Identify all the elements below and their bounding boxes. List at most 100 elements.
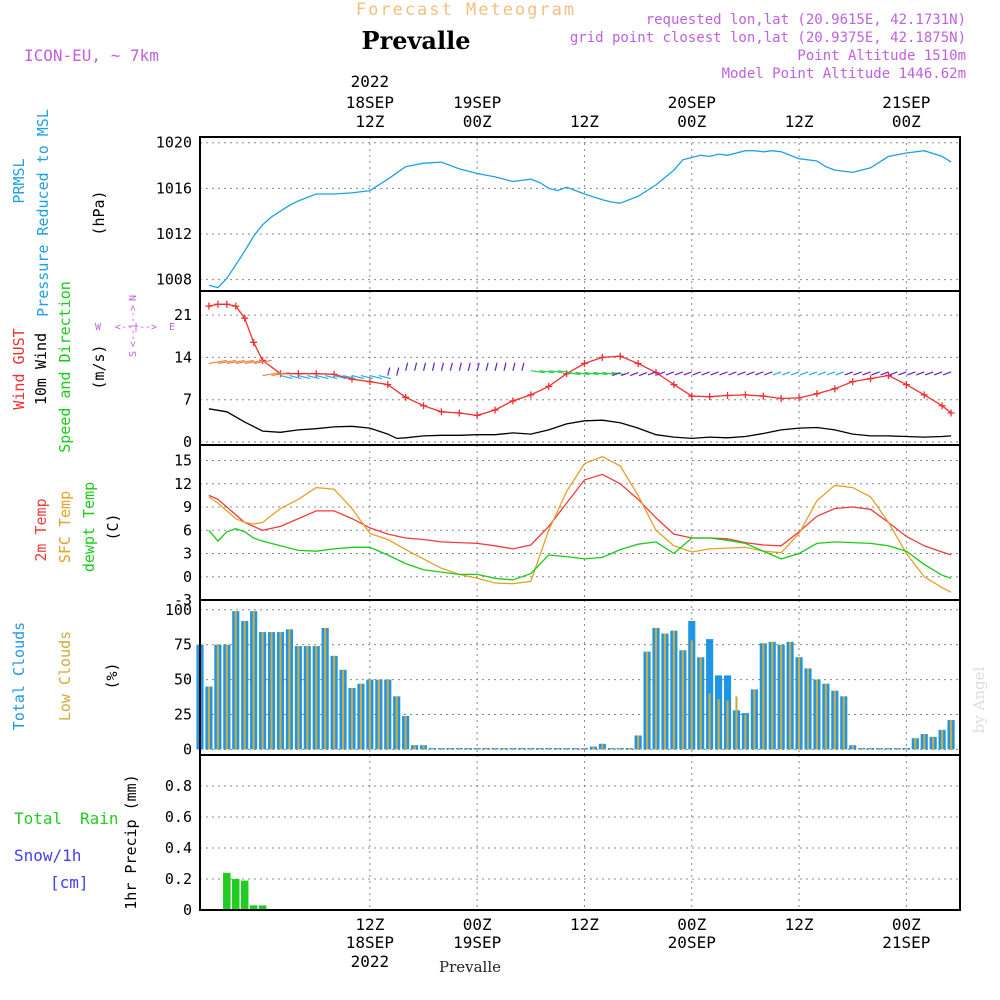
low-cloud-bar: [315, 646, 318, 750]
precip-bar: [258, 905, 267, 910]
bottom-time-label: 12Z: [570, 915, 599, 934]
low-cloud-bar: [324, 627, 327, 750]
precip-panel-frame: [199, 754, 961, 911]
pressure-tick-label: 1020: [156, 134, 192, 152]
top-time-label: 12Z: [355, 112, 384, 131]
low-cloud-bar: [511, 748, 515, 750]
wind-arrow: [244, 359, 263, 365]
low-cloud-bar: [842, 696, 845, 750]
temp-tick-label: 15: [174, 452, 192, 470]
gust-marker: [250, 338, 258, 346]
clouds-tick-label: 25: [174, 706, 192, 724]
wind-arrow: [772, 371, 782, 376]
low-cloud-bar: [288, 629, 291, 750]
dewpt-line: [208, 528, 952, 581]
gust-marker: [527, 391, 535, 399]
wind-arrow: [692, 371, 701, 376]
low-cloud-bar: [610, 748, 613, 750]
low-cloud-bar: [216, 644, 219, 750]
low-cloud-bar: [601, 743, 604, 750]
wind-arrow: [638, 371, 648, 377]
gust-marker: [920, 391, 928, 399]
gust-marker: [741, 391, 749, 399]
wind-arrow: [584, 371, 599, 376]
precip-bar: [249, 905, 258, 910]
wind-arrow: [665, 371, 675, 376]
wind-arrow: [217, 359, 236, 365]
low-cloud-bar: [780, 644, 783, 750]
gust-marker: [947, 409, 955, 417]
precip-tick-label: 0.8: [165, 777, 192, 795]
wind-arrow: [342, 374, 356, 380]
low-cloud-bar: [341, 669, 345, 750]
top-time-label: 00Z: [892, 112, 921, 131]
bottom-time-label: 12Z: [785, 915, 814, 934]
wind-arrow: [271, 371, 290, 377]
wind-arrow: [467, 362, 471, 371]
gust-marker: [384, 381, 392, 389]
low-cloud-bar: [914, 738, 917, 750]
wind-label: 10m Wind: [32, 333, 50, 405]
sfc-temp-label: SFC Temp: [56, 491, 74, 563]
dewpt-label: dewpt Temp: [80, 482, 98, 572]
wind-arrow: [620, 371, 630, 377]
wind-arrow: [476, 362, 480, 371]
wind-tick-label: 21: [174, 306, 192, 324]
wind-tick-label: 0: [183, 433, 192, 451]
low-cloud-bar: [270, 632, 273, 750]
low-cloud-bar: [207, 686, 211, 750]
compass-north: N: [128, 295, 139, 301]
low-clouds-label: Low Clouds: [56, 631, 74, 721]
wind-arrow: [719, 371, 728, 376]
frame-layer: [199, 136, 961, 911]
low-cloud-bar: [637, 735, 640, 750]
low-cloud-bar: [440, 748, 443, 750]
low-cloud-bar: [431, 748, 434, 750]
wind-arrow: [575, 371, 590, 376]
low-cloud-bar: [672, 630, 675, 750]
gust-label: Wind GUST: [10, 328, 28, 409]
wind-arrow: [907, 371, 916, 376]
low-cloud-bar: [225, 644, 228, 750]
clouds-tick-label: 100: [165, 601, 192, 619]
wind-arrow: [647, 371, 657, 376]
precip-rain-label: Rain: [80, 809, 119, 828]
wind-arrow: [781, 371, 791, 376]
low-cloud-bar: [556, 748, 559, 750]
wind-arrow: [289, 374, 302, 380]
gust-marker: [348, 375, 356, 383]
grid-layer: [200, 137, 960, 911]
low-cloud-bar: [529, 748, 532, 750]
precip-bar: [223, 872, 231, 910]
low-cloud-bar: [476, 748, 479, 750]
low-cloud-bar: [833, 690, 836, 750]
wind-direction-label: Speed and Direction: [56, 281, 74, 453]
top-time-label: 20SEP: [668, 93, 716, 112]
wind-arrow: [764, 371, 773, 376]
wind-arrow: [942, 371, 952, 376]
gust-marker: [366, 378, 374, 386]
precip-tick-label: 0.4: [165, 839, 192, 857]
low-cloud-bar: [333, 655, 336, 750]
wind-arrow: [701, 371, 710, 376]
wind-arrow: [530, 370, 545, 374]
gust-marker: [634, 359, 642, 367]
wind-arrow: [593, 371, 608, 376]
gust-marker: [580, 359, 588, 367]
requested-coords: requested lon,lat (20.9615E, 42.1731N): [646, 12, 966, 28]
credit-watermark: by Angel: [970, 666, 988, 733]
wind-arrow: [325, 374, 338, 380]
wind-arrow: [387, 367, 391, 376]
wind-arrow: [298, 374, 311, 380]
wind-arrow: [208, 359, 228, 365]
precip-unit: 1hr Precip (mm): [122, 774, 140, 909]
gust-marker: [491, 406, 499, 414]
temp-tick-label: 9: [183, 498, 192, 516]
pressure-unit: (hPa): [90, 190, 108, 235]
wind-arrow: [916, 371, 925, 376]
wind-arrow: [808, 371, 818, 376]
wind-arrow: [226, 359, 245, 365]
low-cloud-bar: [520, 748, 523, 750]
gust-marker: [688, 392, 696, 400]
wind-tick-label: 7: [183, 391, 192, 409]
